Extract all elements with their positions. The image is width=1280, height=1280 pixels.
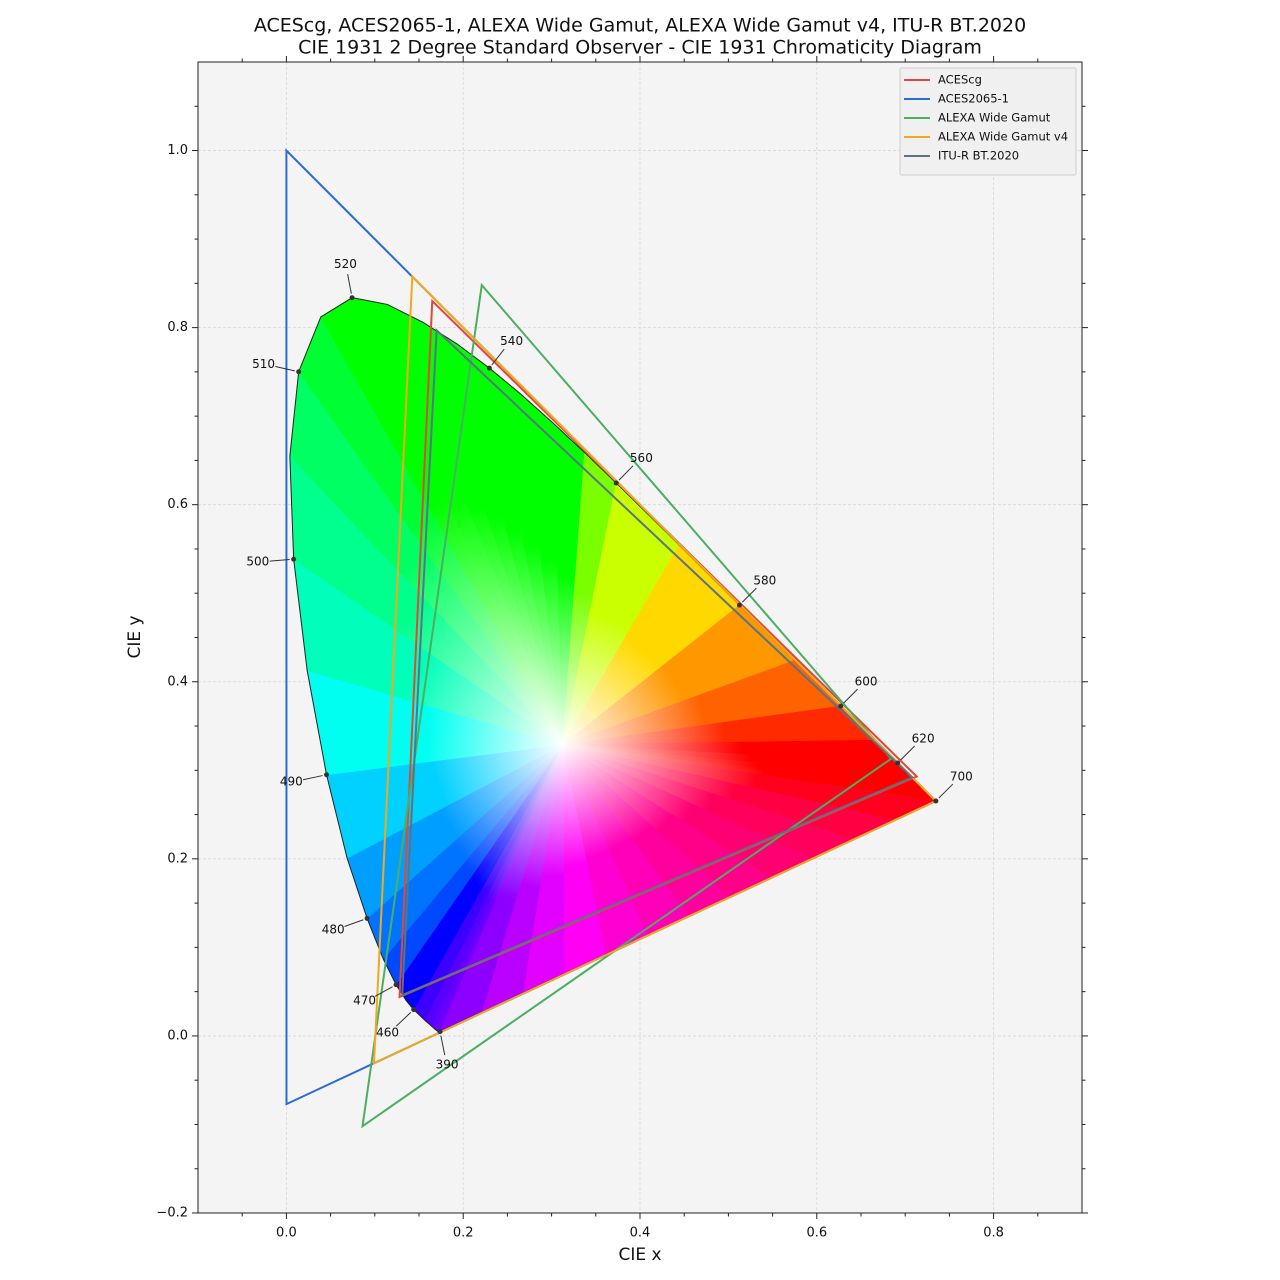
y-tick-label: 0.2 (167, 851, 188, 866)
legend-box (899, 67, 1077, 176)
x-tick-label: 0.4 (630, 1226, 651, 1241)
wavelength-marker (349, 295, 355, 301)
wavelength-label: 600 (855, 675, 878, 689)
wavelength-marker (393, 982, 399, 988)
wavelength-marker (324, 772, 330, 778)
wavelength-label: 620 (912, 731, 935, 745)
wavelength-label: 510 (252, 357, 275, 371)
y-tick-label: −0.2 (156, 1206, 188, 1221)
wavelength-leader (900, 745, 916, 761)
x-axis-label: CIE x (618, 1245, 661, 1265)
x-tick-label: 0.0 (276, 1226, 297, 1241)
wavelength-leader (347, 274, 352, 294)
wavelength-label: 500 (246, 554, 269, 568)
wavelength-marker (613, 480, 619, 486)
wavelength-leader (374, 986, 393, 997)
wavelength-leader (302, 775, 323, 781)
x-tick-label: 0.2 (453, 1226, 474, 1241)
wavelength-marker (486, 365, 492, 371)
y-tick-label: 0.6 (167, 497, 188, 512)
wavelength-label: 390 (436, 1057, 459, 1071)
wavelength-label: 520 (334, 257, 357, 271)
gamut-triangle (401, 328, 915, 997)
legend-label: ACES2065-1 (938, 92, 1009, 106)
wavelength-leader (843, 688, 858, 704)
gamut-triangle (372, 274, 938, 1065)
wavelength-marker (895, 760, 901, 766)
legend-label: ALEXA Wide Gamut v4 (938, 130, 1068, 144)
legend-label: ALEXA Wide Gamut (938, 111, 1051, 125)
wavelength-marker (364, 915, 370, 921)
wavelength-marker (291, 556, 297, 562)
wavelength-leader (938, 783, 954, 799)
legend-label: ACEScg (938, 73, 982, 87)
wavelength-marker (296, 369, 302, 375)
wavelength-marker (411, 1007, 417, 1013)
wavelength-leader (741, 587, 757, 603)
wavelength-label: 460 (376, 1026, 399, 1040)
wavelength-leader (491, 348, 505, 366)
wavelength-marker (838, 703, 844, 709)
chart-title: ACEScg, ACES2065-1, ALEXA Wide Gamut, AL… (254, 15, 1026, 37)
wavelength-label: 490 (280, 774, 303, 788)
wavelength-leader (618, 465, 634, 481)
y-tick-label: 0.4 (167, 674, 188, 689)
x-tick-label: 0.8 (983, 1226, 1004, 1241)
wavelength-marker (736, 602, 742, 608)
y-tick-label: 0.8 (167, 320, 188, 335)
wavelength-leader (275, 366, 295, 372)
wavelength-label: 540 (500, 334, 523, 348)
wavelength-label: 700 (950, 770, 973, 784)
gamut-triangle (361, 282, 893, 1129)
wavelength-marker (933, 798, 939, 804)
y-tick-label: 1.0 (167, 143, 188, 158)
legend-label: ITU-R BT.2020 (938, 149, 1019, 163)
wavelength-label: 560 (630, 451, 653, 465)
wavelength-leader (440, 1035, 446, 1056)
locus-fill (289, 297, 937, 1033)
wavelength-leader (395, 1012, 412, 1027)
x-tick-label: 0.6 (806, 1226, 827, 1241)
y-axis-label: CIE y (125, 615, 145, 658)
wavelength-label: 480 (322, 922, 345, 936)
chart-subtitle: CIE 1931 2 Degree Standard Observer - CI… (298, 37, 982, 59)
wavelength-marker (437, 1029, 443, 1035)
y-tick-label: 0.0 (167, 1028, 188, 1043)
wavelength-label: 580 (753, 574, 776, 588)
wavelength-label: 470 (353, 994, 376, 1008)
wavelength-leader (344, 919, 364, 928)
wavelength-leader (269, 559, 290, 562)
